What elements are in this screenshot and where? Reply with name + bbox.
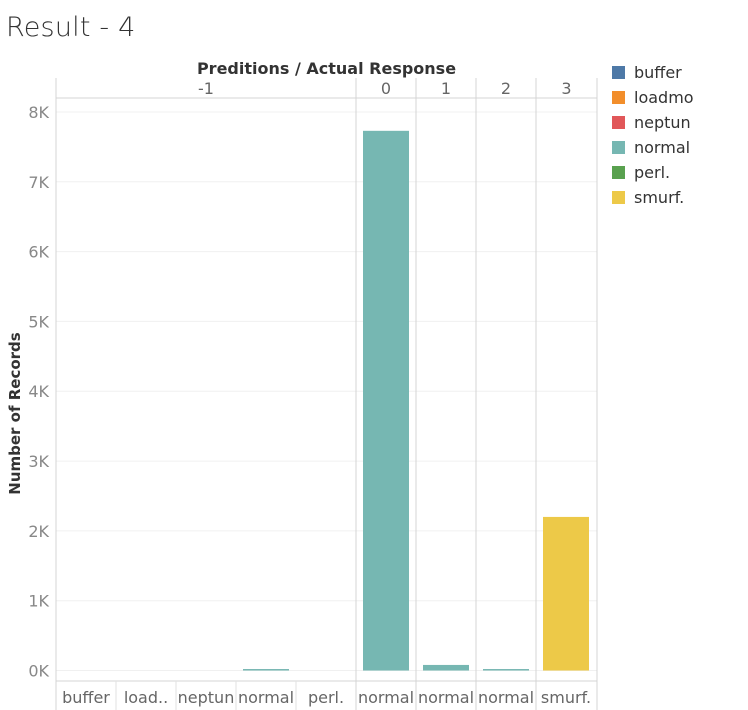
y-tick-label: 1K — [28, 592, 49, 611]
legend-item[interactable]: loadmo — [612, 85, 694, 110]
y-tick-label: 6K — [28, 243, 49, 262]
legend-label: perl. — [634, 163, 671, 182]
y-tick-label: 8K — [28, 103, 49, 122]
y-tick-label: 7K — [28, 173, 49, 192]
y-tick-label: 5K — [28, 312, 49, 331]
y-tick-label: 3K — [28, 452, 49, 471]
legend-label: loadmo — [634, 88, 694, 107]
category-label: normal — [418, 688, 474, 707]
panel-header-label: 0 — [381, 79, 391, 98]
category-label: normal — [478, 688, 534, 707]
chart-title: Preditions / Actual Response — [197, 59, 456, 78]
y-tick-label: 0K — [28, 662, 49, 681]
panel-header-label: 1 — [441, 79, 451, 98]
panel-header-label: 2 — [501, 79, 511, 98]
legend-swatch — [612, 116, 625, 129]
legend-item[interactable]: perl. — [612, 160, 694, 185]
legend-swatch — [612, 141, 625, 154]
category-label: perl. — [308, 688, 344, 707]
category-label: normal — [238, 688, 294, 707]
legend-swatch — [612, 191, 625, 204]
legend-item[interactable]: buffer — [612, 60, 694, 85]
legend-swatch — [612, 91, 625, 104]
y-tick-label: 2K — [28, 522, 49, 541]
category-label: normal — [358, 688, 414, 707]
page-title: Result - 4 — [6, 12, 136, 43]
bar-smurf — [543, 516, 589, 671]
panel-header-label: 3 — [561, 79, 571, 98]
legend-swatch — [612, 66, 625, 79]
y-tick-label: 4K — [28, 382, 49, 401]
y-axis-label: Number of Records — [6, 332, 24, 495]
category-label: load.. — [124, 688, 168, 707]
bar-normal — [363, 130, 409, 671]
category-label: smurf. — [541, 688, 591, 707]
legend-item[interactable]: normal — [612, 135, 694, 160]
bar-normal — [243, 669, 289, 671]
legend: buffer loadmo neptun normal perl. smurf. — [612, 60, 694, 210]
legend-swatch — [612, 166, 625, 179]
legend-label: neptun — [634, 113, 691, 132]
category-label: neptun — [178, 688, 235, 707]
legend-item[interactable]: neptun — [612, 110, 694, 135]
legend-label: buffer — [634, 63, 682, 82]
panel-header-label: -1 — [198, 79, 214, 98]
legend-item[interactable]: smurf. — [612, 185, 694, 210]
bar-normal — [483, 669, 529, 671]
bar-normal — [423, 664, 469, 671]
legend-label: normal — [634, 138, 691, 157]
category-label: buffer — [62, 688, 110, 707]
legend-label: smurf. — [634, 188, 685, 207]
